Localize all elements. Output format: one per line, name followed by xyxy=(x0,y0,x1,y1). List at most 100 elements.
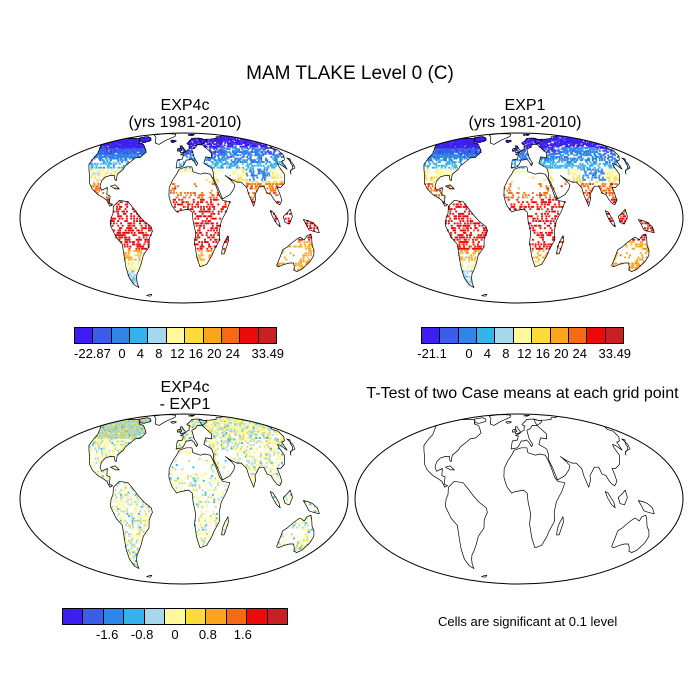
data-cell xyxy=(608,194,611,197)
data-cell xyxy=(136,142,139,144)
data-cell xyxy=(464,149,467,152)
data-cell xyxy=(431,156,434,158)
data-cell xyxy=(91,141,94,143)
data-cell xyxy=(232,162,234,165)
data-cell xyxy=(257,139,260,142)
data-cell xyxy=(451,148,453,151)
data-cell xyxy=(178,198,181,201)
data-cell xyxy=(251,149,253,152)
data-cell xyxy=(448,147,451,149)
data-cell xyxy=(439,161,441,163)
data-cell xyxy=(279,152,282,155)
data-cell xyxy=(130,227,133,230)
data-cell xyxy=(316,227,319,230)
data-cell xyxy=(464,152,467,155)
data-cell xyxy=(550,148,553,151)
data-cell xyxy=(517,154,520,157)
data-cell xyxy=(589,172,592,175)
data-cell xyxy=(582,143,585,146)
data-cell xyxy=(553,157,555,160)
data-cell xyxy=(522,149,524,152)
data-cell xyxy=(549,148,551,151)
data-cell xyxy=(515,147,518,149)
data-cell xyxy=(455,210,458,213)
data-cell xyxy=(112,147,115,149)
data-cell xyxy=(644,234,647,237)
data-cell xyxy=(97,187,100,190)
data-cell xyxy=(528,144,531,147)
data-cell xyxy=(287,220,290,222)
data-cell xyxy=(572,145,575,148)
data-cell xyxy=(254,154,257,157)
data-cell xyxy=(436,147,439,149)
data-cell xyxy=(272,139,274,141)
data-cell xyxy=(276,194,279,197)
data-cell xyxy=(94,187,97,190)
data-cell xyxy=(105,139,108,142)
data-cell xyxy=(585,189,588,192)
data-cell xyxy=(455,139,458,142)
data-cell xyxy=(598,166,601,169)
data-cell xyxy=(208,196,211,199)
data-cell xyxy=(294,245,297,248)
data-cell xyxy=(449,231,452,234)
data-cell xyxy=(254,144,257,147)
data-cell xyxy=(99,166,102,169)
data-cell xyxy=(280,176,283,179)
data-cell xyxy=(545,210,548,213)
data-cell xyxy=(545,185,548,188)
data-cell xyxy=(462,224,465,227)
data-cell xyxy=(442,138,445,140)
data-cell xyxy=(462,156,465,158)
data-cell xyxy=(131,147,134,149)
data-cell xyxy=(457,156,460,158)
data-cell xyxy=(608,161,611,163)
data-cell xyxy=(612,152,615,155)
data-cell xyxy=(611,174,614,177)
data-cell xyxy=(570,151,572,154)
data-cell xyxy=(182,162,185,165)
data-cell xyxy=(588,166,591,169)
data-cell xyxy=(201,194,204,197)
data-cell xyxy=(462,145,464,148)
data-cell xyxy=(460,152,462,155)
data-cell xyxy=(567,141,569,143)
data-cell xyxy=(267,147,270,149)
data-cell xyxy=(455,217,457,220)
data-cell xyxy=(210,227,213,230)
data-cell xyxy=(451,143,454,146)
data-cell xyxy=(587,185,589,188)
data-cell xyxy=(106,161,109,163)
data-cell xyxy=(265,144,268,147)
data-cell xyxy=(177,148,180,151)
data-cell xyxy=(567,154,570,157)
data-cell xyxy=(94,162,97,165)
data-cell xyxy=(185,166,188,169)
data-cell xyxy=(133,280,136,283)
data-cell xyxy=(188,149,191,152)
data-cell xyxy=(213,156,216,158)
data-cell xyxy=(604,178,607,181)
coastline-antarcticaBit xyxy=(146,294,153,297)
data-cell xyxy=(112,156,115,158)
data-cell xyxy=(232,156,235,158)
data-cell xyxy=(129,145,131,148)
data-cell xyxy=(549,222,552,225)
data-cell xyxy=(429,142,432,144)
data-cell xyxy=(134,139,137,142)
data-cell xyxy=(121,236,124,239)
data-cell xyxy=(439,156,442,158)
data-cell xyxy=(127,250,130,252)
data-cell xyxy=(589,136,591,139)
data-cell xyxy=(580,149,583,152)
data-cell xyxy=(601,178,604,181)
data-cell xyxy=(132,148,135,151)
data-cell xyxy=(218,143,221,146)
data-cell xyxy=(606,212,609,215)
data-cell xyxy=(197,217,200,220)
data-cell xyxy=(596,162,599,165)
data-cell xyxy=(578,166,581,169)
data-cell xyxy=(135,145,137,148)
data-cell xyxy=(268,151,271,154)
data-cell xyxy=(227,162,229,165)
